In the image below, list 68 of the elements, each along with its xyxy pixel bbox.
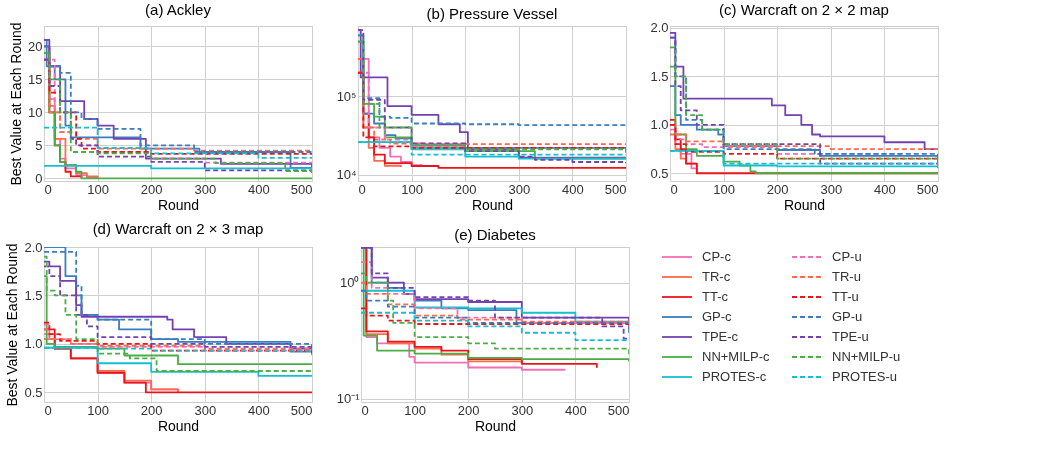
x-tick-label: 200 — [766, 181, 789, 197]
legend-label: TT-u — [832, 289, 859, 304]
x-tick-label: 300 — [508, 181, 531, 197]
legend-label: CP-c — [702, 249, 732, 264]
chart-title: (c) Warcraft on 2 × 2 map — [719, 0, 889, 18]
y-tick-label: 10⁴ — [336, 167, 357, 183]
x-tick-label: 300 — [511, 402, 534, 418]
y-tick-label: 10 — [28, 104, 43, 120]
x-axis-title: Round — [471, 196, 514, 213]
chart-title: (a) Ackley — [145, 0, 212, 18]
legend-label: TPE-c — [702, 329, 739, 344]
x-tick-label: 200 — [457, 402, 480, 418]
x-tick-label: 500 — [290, 402, 313, 418]
x-axis-title: Round — [783, 196, 826, 213]
x-tick-label: 500 — [916, 181, 939, 197]
y-tick-label: 10⁻¹ — [336, 391, 361, 407]
y-tick-label: 10⁰ — [340, 275, 360, 291]
y-tick-label: 0.5 — [650, 165, 669, 181]
x-tick-label: 100 — [401, 181, 423, 197]
y-tick-label: 15 — [28, 71, 43, 87]
chart-title: (b) Pressure Vessel — [426, 5, 558, 22]
y-tick-label: 1.0 — [24, 336, 43, 352]
chart-title: (d) Warcraft on 2 × 3 map — [92, 220, 264, 237]
x-tick-label: 400 — [874, 181, 896, 197]
x-tick-label: 500 — [290, 181, 313, 197]
y-tick-label: 0 — [35, 170, 43, 186]
x-tick-label: 400 — [248, 402, 270, 418]
legend-label: NN+MILP-u — [832, 349, 901, 364]
y-tick-label: 5 — [35, 137, 43, 153]
x-axis-title: Round — [157, 417, 200, 434]
x-tick-label: 400 — [248, 181, 270, 197]
chart-title: (e) Diabetes — [454, 226, 536, 243]
legend-label: GP-u — [832, 309, 863, 324]
y-tick-label: 2.0 — [24, 239, 43, 255]
x-tick-label: 200 — [140, 402, 163, 418]
legend-label: PROTES-u — [832, 369, 898, 384]
y-axis-title: Best Value at Each Round — [4, 243, 21, 407]
x-tick-label: 200 — [140, 181, 163, 197]
y-tick-label: 20 — [28, 38, 43, 54]
legend-label: CP-u — [832, 249, 862, 264]
x-tick-label: 400 — [562, 181, 584, 197]
x-tick-label: 100 — [87, 181, 109, 197]
y-tick-label: 2.0 — [650, 20, 669, 36]
y-axis-title: Best Value at Each Round — [8, 22, 25, 186]
x-tick-label: 100 — [87, 402, 109, 418]
y-tick-label: 10⁵ — [336, 88, 357, 104]
x-tick-label: 500 — [607, 402, 630, 418]
x-tick-label: 500 — [604, 181, 627, 197]
x-tick-label: 100 — [404, 402, 426, 418]
legend-label: GP-c — [702, 309, 733, 324]
legend-label: TR-c — [702, 269, 731, 284]
x-axis-title: Round — [474, 417, 517, 434]
x-tick-label: 300 — [820, 181, 843, 197]
x-tick-label: 200 — [454, 181, 477, 197]
y-tick-label: 1.5 — [24, 287, 43, 303]
legend-label: TR-u — [832, 269, 861, 284]
x-tick-label: 100 — [713, 181, 735, 197]
legend-label: NN+MILP-c — [702, 349, 771, 364]
x-tick-label: 300 — [194, 402, 217, 418]
x-tick-label: 400 — [565, 402, 587, 418]
legend-label: TPE-u — [832, 329, 869, 344]
legend-label: TT-c — [702, 289, 729, 304]
legend-label: PROTES-c — [702, 369, 767, 384]
y-tick-label: 1.0 — [650, 117, 669, 133]
x-tick-label: 300 — [194, 181, 217, 197]
x-axis-title: Round — [157, 196, 200, 213]
y-tick-label: 0.5 — [24, 384, 43, 400]
y-tick-label: 1.5 — [650, 68, 669, 84]
